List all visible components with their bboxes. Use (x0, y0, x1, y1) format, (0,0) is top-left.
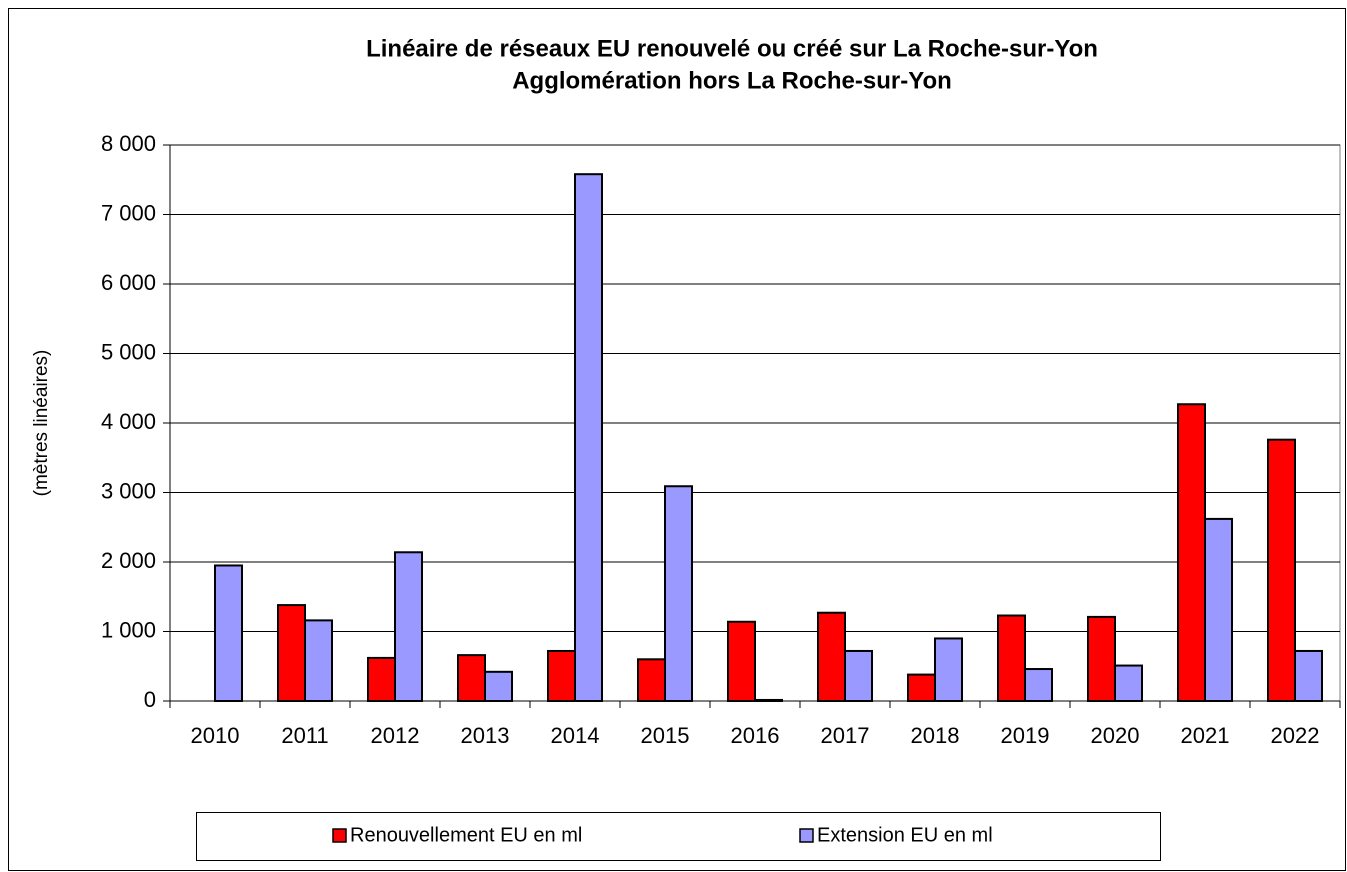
bar (367, 656, 396, 702)
x-tick-label: 2022 (1271, 723, 1320, 748)
y-tick-label: 1 000 (101, 617, 156, 642)
bar (844, 649, 873, 703)
bar (817, 611, 846, 702)
x-tick-label: 2018 (911, 723, 960, 748)
chart-subtitle: Agglomération hors La Roche-sur-Yon (512, 67, 952, 94)
y-tick-label: 7 000 (101, 200, 156, 225)
legend-swatch (799, 828, 814, 843)
x-tick-label: 2020 (1091, 723, 1140, 748)
bar (574, 173, 603, 702)
bar (457, 654, 486, 703)
x-tick-label: 2016 (731, 723, 780, 748)
y-tick-label: 8 000 (101, 131, 156, 156)
bar (1294, 649, 1323, 703)
y-tick-label: 5 000 (101, 339, 156, 364)
x-tick-label: 2021 (1181, 723, 1230, 748)
x-tick-label: 2014 (551, 723, 600, 748)
bar (1024, 668, 1053, 703)
x-tick-label: 2015 (641, 723, 690, 748)
bar (727, 620, 756, 703)
bar (664, 485, 693, 702)
x-tick-label: 2012 (371, 723, 420, 748)
x-tick-label: 2017 (821, 723, 870, 748)
y-tick-label: 2 000 (101, 548, 156, 573)
y-tick-label: 0 (144, 687, 156, 712)
legend-swatch (332, 828, 347, 843)
bar (997, 614, 1026, 703)
y-axis-label: (mètres linéaires) (31, 350, 52, 497)
bar (907, 673, 936, 703)
bar (484, 670, 513, 702)
chart-title: Linéaire de réseaux EU renouvelé ou créé… (366, 35, 1098, 62)
bar (214, 564, 243, 702)
bar (394, 551, 423, 703)
bar (1177, 403, 1206, 702)
bar (277, 604, 306, 703)
bar (637, 658, 666, 702)
y-tick-label: 6 000 (101, 270, 156, 295)
x-tick-label: 2010 (191, 723, 240, 748)
bar (1267, 438, 1296, 702)
x-tick-label: 2013 (461, 723, 510, 748)
bar (754, 698, 783, 703)
legend-label: Extension EU en ml (817, 824, 993, 846)
legend-box (196, 812, 1161, 861)
legend-label: Renouvellement EU en ml (350, 824, 582, 846)
bar (1204, 517, 1233, 702)
y-tick-label: 4 000 (101, 409, 156, 434)
bar (304, 619, 333, 703)
bar (547, 649, 576, 703)
x-tick-label: 2011 (281, 723, 328, 748)
y-tick-label: 3 000 (101, 478, 156, 503)
bar (1087, 615, 1116, 703)
bar (934, 637, 963, 703)
bar (1114, 664, 1143, 702)
x-tick-label: 2019 (1001, 723, 1050, 748)
